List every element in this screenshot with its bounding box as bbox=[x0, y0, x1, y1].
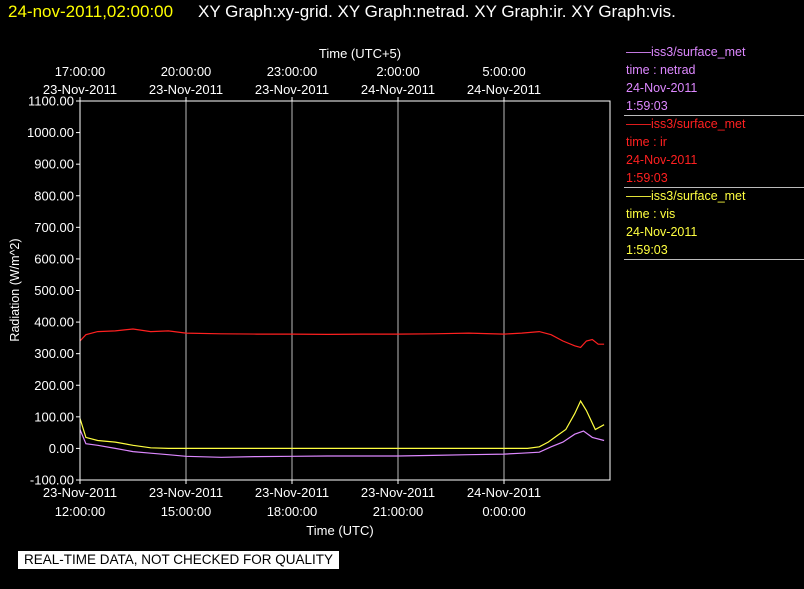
legend-time: 1:59:03 bbox=[626, 99, 668, 113]
header-timestamp: 24-nov-2011,02:00:00 bbox=[8, 2, 174, 21]
legend-date: 24-Nov-2011 bbox=[626, 225, 698, 239]
x-top-tick-label-time: 2:00:00 bbox=[376, 64, 419, 79]
y-tick-label: 800.00 bbox=[34, 188, 74, 203]
x-tick-label-time: 0:00:00 bbox=[482, 504, 525, 519]
y-tick-label: 100.00 bbox=[34, 409, 74, 424]
x-top-tick-label-time: 17:00:00 bbox=[55, 64, 106, 79]
legend-source: ——iss3/surface_met bbox=[626, 45, 746, 59]
y-tick-label: 700.00 bbox=[34, 220, 74, 235]
x-tick-label-date: 23-Nov-2011 bbox=[149, 485, 223, 500]
y-tick-label: 200.00 bbox=[34, 378, 74, 393]
series-layer bbox=[79, 328, 605, 458]
x-top-tick-label-date: 23-Nov-2011 bbox=[149, 82, 223, 97]
y-tick-label: 300.00 bbox=[34, 346, 74, 361]
series-line-netrad bbox=[79, 429, 605, 458]
x-tick-label-time: 12:00:00 bbox=[55, 504, 106, 519]
quality-disclaimer: REAL-TIME DATA, NOT CHECKED FOR QUALITY bbox=[18, 551, 340, 569]
legend-var: time : vis bbox=[626, 207, 676, 221]
y-tick-label: 500.00 bbox=[34, 283, 74, 298]
legend-time: 1:59:03 bbox=[626, 171, 668, 185]
x-tick-label-time: 18:00:00 bbox=[267, 504, 318, 519]
legend-separator bbox=[624, 259, 804, 260]
y-tick-label: 900.00 bbox=[34, 157, 74, 172]
x-tick-label-date: 24-Nov-2011 bbox=[467, 485, 541, 500]
x-top-tick-label-time: 20:00:00 bbox=[161, 64, 212, 79]
series-line-vis bbox=[79, 399, 605, 449]
y-tick-label: -100.00 bbox=[30, 473, 74, 488]
legend-date: 24-Nov-2011 bbox=[626, 81, 698, 95]
x-tick-label-time: 15:00:00 bbox=[161, 504, 212, 519]
y-tick-label: 400.00 bbox=[34, 315, 74, 330]
y-tick-label: 0.00 bbox=[49, 441, 74, 456]
legend-source: ——iss3/surface_met bbox=[626, 189, 746, 203]
legend-var: time : netrad bbox=[626, 63, 696, 77]
x-top-tick-label-date: 24-Nov-2011 bbox=[467, 82, 541, 97]
x-tick-label-date: 23-Nov-2011 bbox=[361, 485, 435, 500]
grid-layer bbox=[185, 101, 505, 480]
x-top-tick-label-time: 5:00:00 bbox=[482, 64, 525, 79]
y-axis-label: Radiation (W/m^2) bbox=[8, 238, 22, 341]
x-axis-label: Time (UTC) bbox=[306, 523, 373, 538]
x-top-tick-label-date: 23-Nov-2011 bbox=[43, 82, 117, 97]
x-axis-label-top: Time (UTC+5) bbox=[319, 46, 401, 61]
legend-var: time : ir bbox=[626, 135, 667, 149]
y-tick-label: 1000.00 bbox=[27, 125, 74, 140]
plot-frame bbox=[79, 100, 611, 481]
legend-source: ——iss3/surface_met bbox=[626, 117, 746, 131]
y-tick-label: 1100.00 bbox=[28, 94, 74, 109]
x-tick-label-time: 21:00:00 bbox=[373, 504, 424, 519]
series-line-ir bbox=[79, 328, 605, 349]
header-graph-titles: XY Graph:xy-grid. XY Graph:netrad. XY Gr… bbox=[198, 2, 676, 21]
y-tick-layer: -100.00 0.00 100.00 200.00 300.00 400.00 500.0… bbox=[27, 94, 80, 488]
legend-time: 1:59:03 bbox=[626, 243, 668, 257]
x-top-tick-label-time: 23:00:00 bbox=[267, 64, 318, 79]
x-tick-layer: 23-Nov-2011 12:00:00 23-Nov-2011 15:00:00 23… bbox=[43, 64, 541, 519]
x-top-tick-label-date: 24-Nov-2011 bbox=[361, 82, 435, 97]
legend-separator bbox=[624, 187, 804, 188]
legend-date: 24-Nov-2011 bbox=[626, 153, 698, 167]
legend-separator bbox=[624, 115, 804, 116]
x-top-tick-label-date: 23-Nov-2011 bbox=[255, 82, 329, 97]
x-tick-label-date: 23-Nov-2011 bbox=[43, 485, 117, 500]
y-tick-label: 600.00 bbox=[34, 251, 74, 266]
x-tick-label-date: 23-Nov-2011 bbox=[255, 485, 329, 500]
